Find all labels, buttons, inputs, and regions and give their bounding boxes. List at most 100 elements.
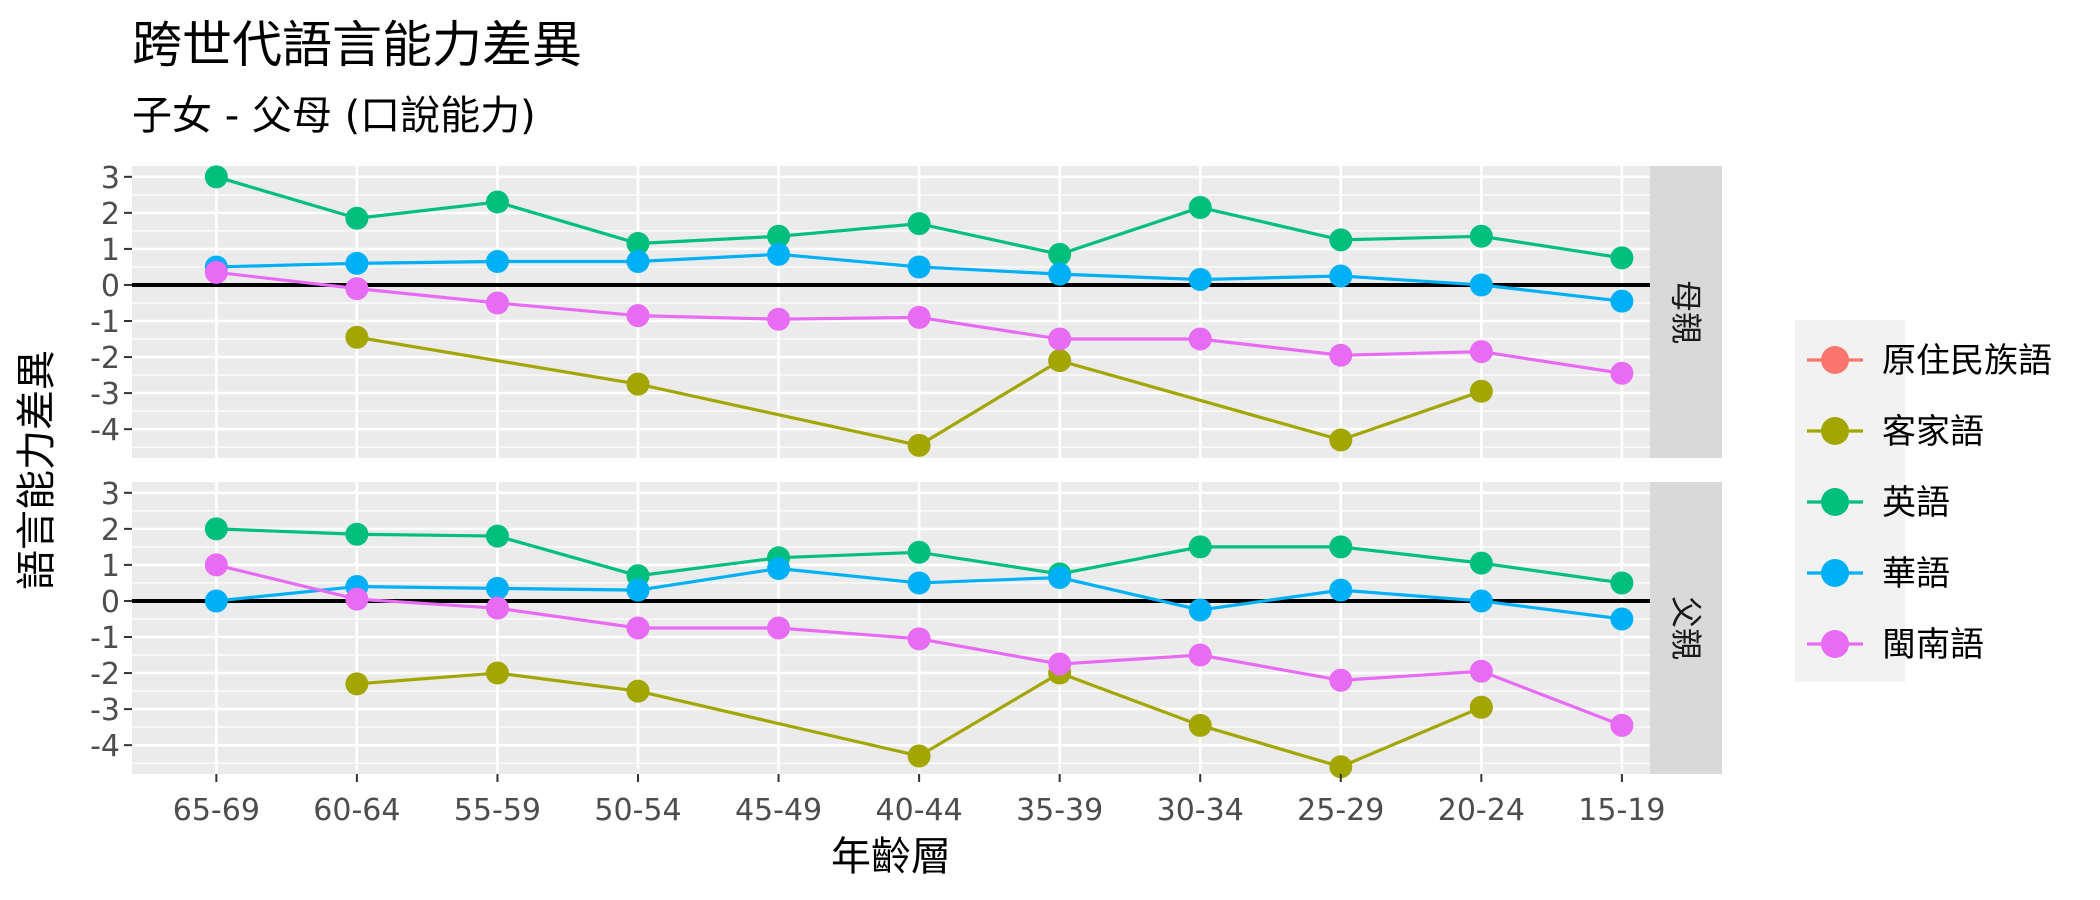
legend-label: 客家語 [1882,412,1984,452]
legend-label: 原住民族語 [1882,341,2052,381]
data-point [908,627,931,650]
data-point [1189,598,1212,621]
legend-label: 華語 [1882,554,1950,594]
data-point [1470,273,1493,296]
data-point [486,577,509,600]
data-point [767,243,790,266]
data-point [1329,535,1352,558]
data-point [627,617,650,640]
data-point [908,744,931,767]
x-tick-label: 55-59 [454,793,541,828]
data-point [486,662,509,685]
y-tick-label: 1 [101,233,120,268]
data-point [1470,589,1493,612]
data-point [345,588,368,611]
y-tick-label: 0 [101,269,120,304]
data-point [1189,196,1212,219]
y-tick-label: -4 [90,413,120,448]
data-point [1048,653,1071,676]
data-point [486,291,509,314]
data-point [1329,344,1352,367]
data-point [1048,566,1071,589]
data-point [767,557,790,580]
x-tick-label: 15-19 [1578,793,1665,828]
data-point [1189,328,1212,351]
data-point [908,255,931,278]
y-tick-label: 0 [101,585,120,620]
panel-mother: 3210-1-2-3-4母親 [90,161,1722,458]
data-point [345,207,368,230]
data-point [1610,246,1633,269]
y-tick-label: -4 [90,729,120,764]
data-point [1610,571,1633,594]
data-point [1329,579,1352,602]
data-point [1470,380,1493,403]
y-tick-label: 1 [101,549,120,584]
y-tick-label: -3 [90,377,120,412]
data-point [1610,714,1633,737]
data-point [627,250,650,273]
data-point [627,579,650,602]
data-point [1048,349,1071,372]
x-tick-label: 40-44 [876,793,963,828]
y-tick-label: -2 [90,341,120,376]
facet-label: 父親 [1667,596,1705,660]
x-tick-label: 60-64 [313,793,400,828]
data-point [1470,660,1493,683]
data-point [1329,428,1352,451]
data-point [1610,362,1633,385]
y-tick-label: -1 [90,305,120,340]
data-point [345,252,368,275]
data-point [1189,644,1212,667]
y-tick-label: 3 [101,161,120,196]
data-point [345,326,368,349]
x-tick-label: 65-69 [173,793,260,828]
data-point [1048,328,1071,351]
x-tick-label: 20-24 [1438,793,1525,828]
y-tick-label: -2 [90,657,120,692]
data-point [486,525,509,548]
x-tick-label: 50-54 [594,793,681,828]
data-point [1189,535,1212,558]
data-point [908,306,931,329]
y-tick-label: -3 [90,693,120,728]
legend-label: 英語 [1882,483,1950,523]
x-axis-title: 年齡層 [831,834,951,880]
data-point [1470,225,1493,248]
data-point [1610,607,1633,630]
x-tick-label: 30-34 [1157,793,1244,828]
legend-key-point [1821,346,1849,374]
data-point [1329,669,1352,692]
data-point [908,434,931,457]
data-point [1048,263,1071,286]
data-point [205,261,228,284]
y-axis-title: 語言能力差異 [14,350,60,590]
x-tick-label: 45-49 [735,793,822,828]
legend-key-point [1821,488,1849,516]
legend-key-point [1821,630,1849,658]
legend-label: 閩南語 [1882,625,1984,665]
data-point [345,523,368,546]
y-tick-label: 2 [101,513,120,548]
data-point [1470,340,1493,363]
data-point [486,191,509,214]
data-point [205,165,228,188]
data-point [1470,696,1493,719]
data-point [1189,714,1212,737]
data-point [205,517,228,540]
data-point [486,250,509,273]
legend-key-point [1821,417,1849,445]
x-tick-label: 35-39 [1016,793,1103,828]
data-point [627,373,650,396]
data-point [767,308,790,331]
data-point [345,277,368,300]
data-point [627,680,650,703]
data-point [205,589,228,612]
data-point [345,672,368,695]
legend-key-point [1821,559,1849,587]
data-point [486,597,509,620]
data-point [627,304,650,327]
x-tick-label: 25-29 [1297,793,1384,828]
